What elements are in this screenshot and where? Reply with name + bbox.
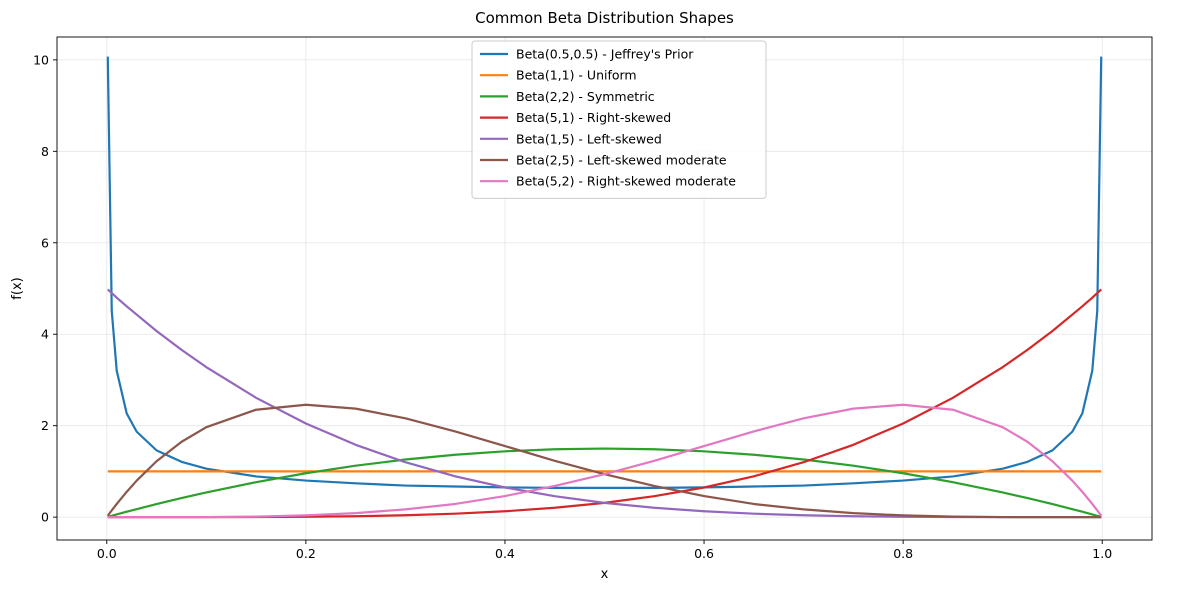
plot-frame	[56, 36, 1153, 541]
x-axis-label: x	[601, 567, 609, 582]
y-axis-label: f(x)	[10, 277, 25, 299]
series-lines	[106, 56, 1103, 519]
x-tick-label: 0.4	[495, 546, 515, 561]
axis-ticks: 0.0 0.2 0.4 0.6 0.8 1.0 0 2 4 6 8 10	[33, 52, 1112, 561]
y-tick-label: 10	[33, 52, 49, 67]
y-tick-label: 4	[41, 327, 49, 342]
legend-label-6: Beta(5,2) - Right-skewed moderate	[516, 174, 736, 189]
series-line-0	[106, 56, 1103, 489]
chart-title: Common Beta Distribution Shapes	[475, 9, 734, 27]
y-tick-label: 2	[41, 418, 49, 433]
y-tick-label: 8	[41, 144, 49, 159]
legend-label-4: Beta(1,5) - Left-skewed	[516, 131, 662, 146]
x-tick-label: 0.0	[97, 546, 117, 561]
series-line-2	[107, 447, 1102, 518]
x-tick-label: 0.2	[296, 546, 316, 561]
series-line-6	[107, 403, 1103, 519]
legend-label-3: Beta(5,1) - Right-skewed	[516, 110, 671, 125]
y-tick-label: 0	[41, 510, 49, 525]
legend: Beta(0.5,0.5) - Jeffrey's Prior Beta(1,1)…	[471, 40, 767, 199]
y-tick-label: 6	[41, 235, 49, 250]
x-tick-label: 1.0	[1092, 546, 1112, 561]
legend-label-2: Beta(2,2) - Symmetric	[516, 89, 655, 104]
legend-label-5: Beta(2,5) - Left-skewed moderate	[516, 153, 727, 168]
x-tick-label: 0.6	[694, 546, 714, 561]
legend-label-0: Beta(0.5,0.5) - Jeffrey's Prior	[516, 47, 694, 62]
legend-box	[471, 40, 767, 199]
legend-label-1: Beta(1,1) - Uniform	[516, 68, 637, 83]
x-tick-label: 0.8	[893, 546, 913, 561]
